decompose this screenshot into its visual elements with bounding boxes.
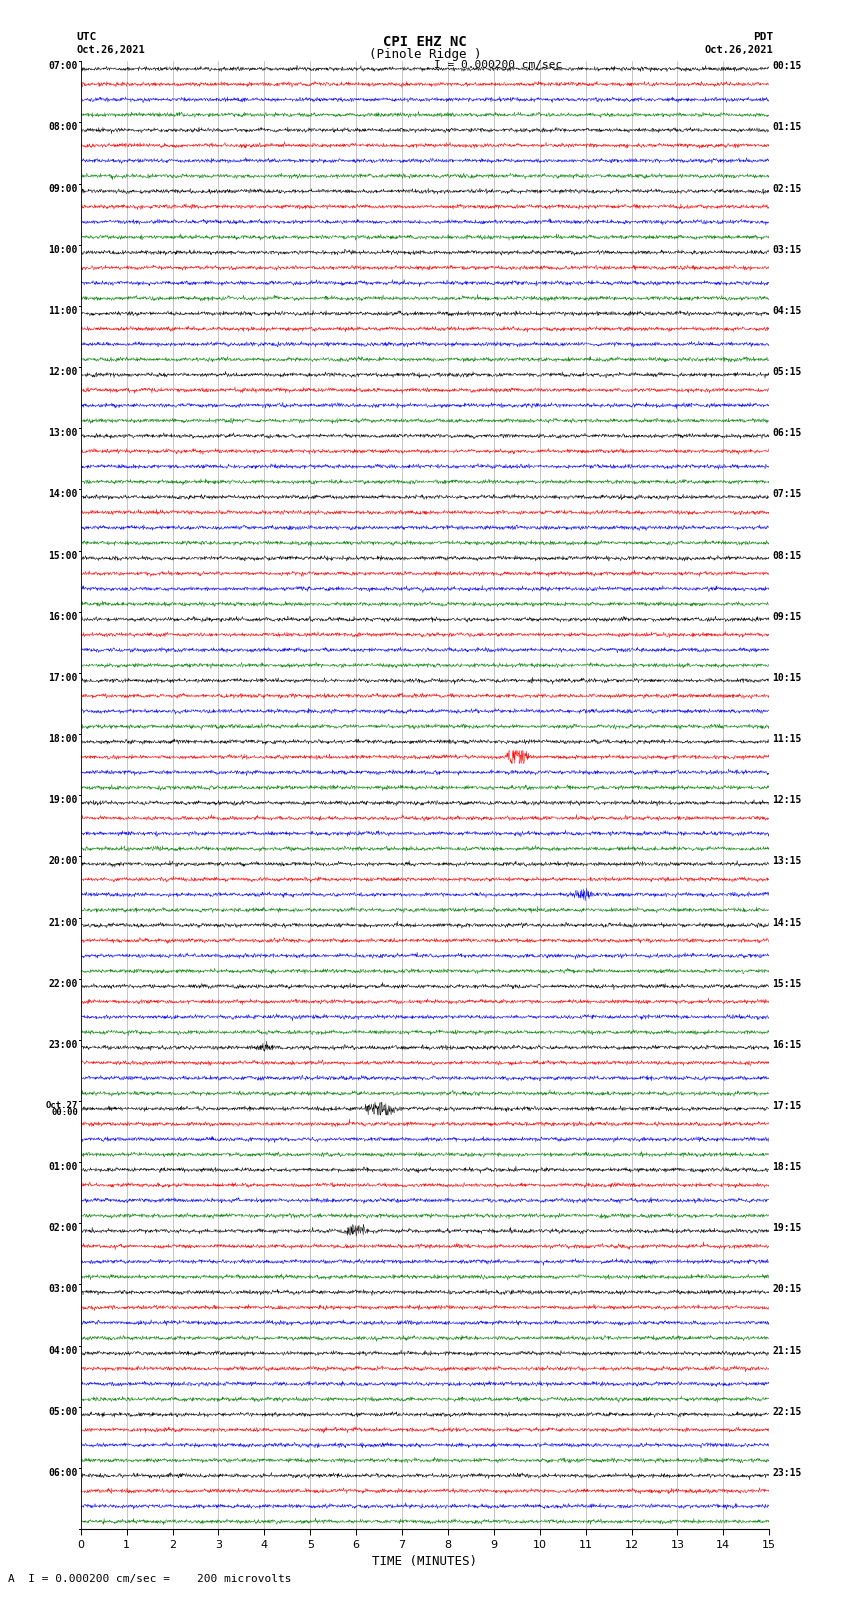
- Text: 00:00: 00:00: [51, 1108, 78, 1118]
- Text: 13:00: 13:00: [48, 429, 78, 439]
- Text: (Pinole Ridge ): (Pinole Ridge ): [369, 48, 481, 61]
- Text: 11:00: 11:00: [48, 306, 78, 316]
- Text: 11:15: 11:15: [772, 734, 802, 744]
- Text: 05:15: 05:15: [772, 368, 802, 377]
- Text: 01:00: 01:00: [48, 1161, 78, 1173]
- Text: CPI EHZ NC: CPI EHZ NC: [383, 35, 467, 50]
- Text: 08:00: 08:00: [48, 123, 78, 132]
- Text: Oct.26,2021: Oct.26,2021: [76, 45, 145, 55]
- Text: 20:00: 20:00: [48, 857, 78, 866]
- Text: 22:15: 22:15: [772, 1407, 802, 1416]
- Text: 14:00: 14:00: [48, 489, 78, 500]
- Text: 05:00: 05:00: [48, 1407, 78, 1416]
- Text: 07:00: 07:00: [48, 61, 78, 71]
- Text: I = 0.000200 cm/sec: I = 0.000200 cm/sec: [434, 60, 562, 69]
- Text: 23:00: 23:00: [48, 1040, 78, 1050]
- Text: 22:00: 22:00: [48, 979, 78, 989]
- Text: 00:15: 00:15: [772, 61, 802, 71]
- Text: UTC: UTC: [76, 32, 97, 42]
- Text: 21:15: 21:15: [772, 1345, 802, 1355]
- X-axis label: TIME (MINUTES): TIME (MINUTES): [372, 1555, 478, 1568]
- Text: 10:15: 10:15: [772, 673, 802, 682]
- Text: 18:15: 18:15: [772, 1161, 802, 1173]
- Text: 06:00: 06:00: [48, 1468, 78, 1478]
- Text: 03:15: 03:15: [772, 245, 802, 255]
- Text: 09:15: 09:15: [772, 611, 802, 621]
- Text: Oct.26,2021: Oct.26,2021: [705, 45, 774, 55]
- Text: 17:15: 17:15: [772, 1102, 802, 1111]
- Text: 15:00: 15:00: [48, 550, 78, 561]
- Text: 23:15: 23:15: [772, 1468, 802, 1478]
- Text: 03:00: 03:00: [48, 1284, 78, 1295]
- Text: 16:00: 16:00: [48, 611, 78, 621]
- Text: PDT: PDT: [753, 32, 774, 42]
- Text: 17:00: 17:00: [48, 673, 78, 682]
- Text: 09:00: 09:00: [48, 184, 78, 194]
- Text: A  I = 0.000200 cm/sec =    200 microvolts: A I = 0.000200 cm/sec = 200 microvolts: [8, 1574, 292, 1584]
- Text: 13:15: 13:15: [772, 857, 802, 866]
- Text: 19:00: 19:00: [48, 795, 78, 805]
- Text: 12:00: 12:00: [48, 368, 78, 377]
- Text: 18:00: 18:00: [48, 734, 78, 744]
- Text: 06:15: 06:15: [772, 429, 802, 439]
- Text: 12:15: 12:15: [772, 795, 802, 805]
- Text: 16:15: 16:15: [772, 1040, 802, 1050]
- Text: 10:00: 10:00: [48, 245, 78, 255]
- Text: 15:15: 15:15: [772, 979, 802, 989]
- Text: 20:15: 20:15: [772, 1284, 802, 1295]
- Text: 19:15: 19:15: [772, 1223, 802, 1234]
- Text: 08:15: 08:15: [772, 550, 802, 561]
- Text: 21:00: 21:00: [48, 918, 78, 927]
- Text: 02:15: 02:15: [772, 184, 802, 194]
- Text: 02:00: 02:00: [48, 1223, 78, 1234]
- Text: 14:15: 14:15: [772, 918, 802, 927]
- Text: 04:00: 04:00: [48, 1345, 78, 1355]
- Text: Oct.27: Oct.27: [46, 1102, 78, 1110]
- Text: 04:15: 04:15: [772, 306, 802, 316]
- Text: 01:15: 01:15: [772, 123, 802, 132]
- Text: 07:15: 07:15: [772, 489, 802, 500]
